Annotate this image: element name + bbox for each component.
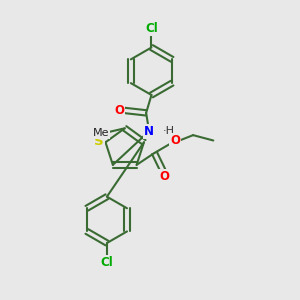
- Text: ·H: ·H: [163, 126, 175, 136]
- Text: O: O: [170, 134, 180, 147]
- Text: Cl: Cl: [100, 256, 113, 269]
- Text: N: N: [144, 125, 154, 138]
- Text: S: S: [94, 135, 104, 148]
- Text: Cl: Cl: [145, 22, 158, 34]
- Text: O: O: [159, 170, 169, 183]
- Text: Me: Me: [93, 128, 109, 138]
- Text: O: O: [114, 104, 124, 117]
